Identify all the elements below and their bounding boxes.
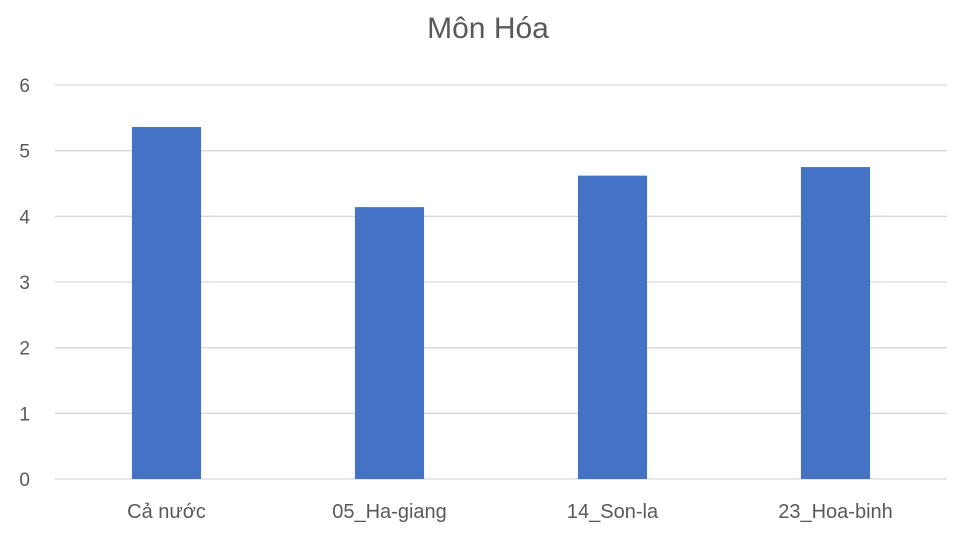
bar <box>800 167 871 480</box>
y-tick-label: 5 <box>19 142 30 163</box>
y-tick-label: 0 <box>19 470 30 491</box>
x-axis-labels: Cả nước 05_Ha-giang 14_Son-la 23_Hoa-binh <box>127 501 893 523</box>
y-tick-label: 2 <box>19 339 30 360</box>
y-axis-ticks: 0 1 2 3 4 5 6 <box>19 76 30 491</box>
bars <box>131 127 871 480</box>
gridlines <box>55 84 947 480</box>
y-tick-label: 3 <box>19 273 30 294</box>
bar <box>131 127 202 479</box>
x-category-label: 05_Ha-giang <box>332 501 447 523</box>
bar <box>354 207 425 479</box>
x-category-label: 14_Son-la <box>567 501 659 523</box>
bar <box>577 175 648 479</box>
y-tick-label: 6 <box>19 76 30 97</box>
chart-title: Môn Hóa <box>427 12 549 45</box>
y-tick-label: 1 <box>19 404 30 425</box>
x-category-label: Cả nước <box>127 501 206 523</box>
x-category-label: 23_Hoa-binh <box>778 501 893 523</box>
y-tick-label: 4 <box>19 207 30 228</box>
